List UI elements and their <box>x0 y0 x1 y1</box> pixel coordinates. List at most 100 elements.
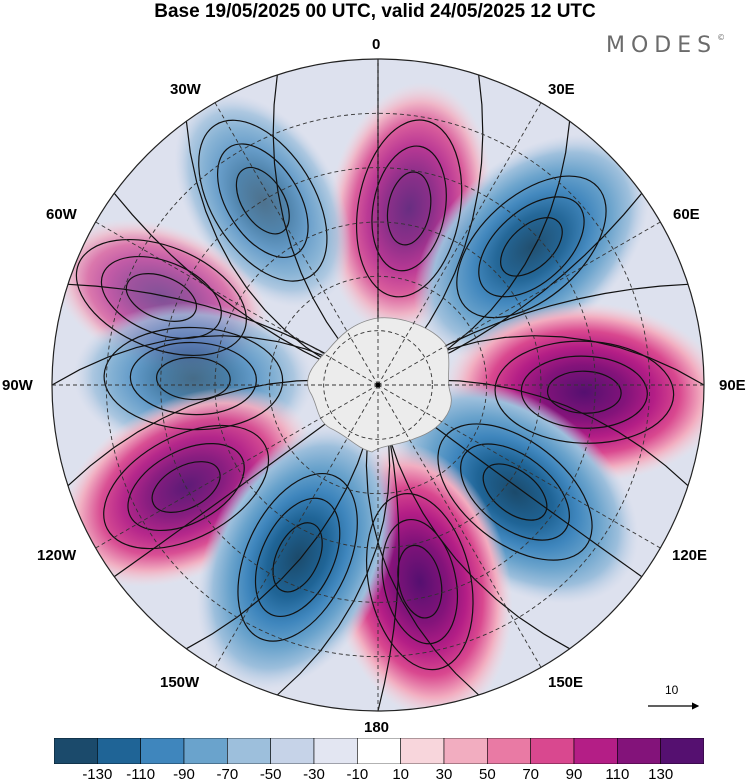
gyre-streamline-2-1 <box>478 196 585 298</box>
colorbar-tick-label: -30 <box>303 766 325 783</box>
meridional-streamline <box>363 437 480 696</box>
gyre-streamline-6-0 <box>482 463 548 521</box>
gyre-streamline-3-1 <box>100 256 222 339</box>
gyre-streamline-0-1 <box>371 145 447 272</box>
meridional-streamline <box>424 335 704 386</box>
colorbar-swatch <box>487 738 531 764</box>
wind-streamlines <box>52 59 704 711</box>
gyre-streamline-6-2 <box>437 423 593 561</box>
brand-logo: MODES© <box>606 33 725 58</box>
colorbar-tick-label: 110 <box>605 766 630 783</box>
gyre-streamline-2-0 <box>500 217 563 277</box>
gyre-streamline-4-0 <box>155 356 231 401</box>
colorbar-swatch <box>530 738 575 764</box>
gyre-streamline-1-1 <box>216 143 309 259</box>
gyre-streamline-2-2 <box>456 175 607 319</box>
colorbar-swatch <box>617 738 661 764</box>
meridional-streamline <box>423 283 689 358</box>
gyre-streamline-5-2 <box>494 340 675 444</box>
colorbar-tick-label: 10 <box>392 766 409 783</box>
meridian-line <box>95 384 379 549</box>
meridian-line <box>95 221 379 386</box>
lon-label-180: 180 <box>364 719 390 736</box>
colorbar-tick-label: -110 <box>126 766 156 783</box>
latitude-circle <box>323 330 433 440</box>
meridional-streamline <box>113 416 336 578</box>
meridional-streamline <box>388 436 570 650</box>
meridional-streamline <box>52 335 332 386</box>
colorbar-tick-label: -70 <box>216 766 239 783</box>
gyre-streamline-8-1 <box>381 518 458 645</box>
map-boundary <box>51 58 705 712</box>
colorbar-tick-label: 90 <box>565 766 583 783</box>
colorbar-swatch <box>573 738 618 764</box>
colorbar-swatch <box>400 738 445 764</box>
lon-label-60e: 60E <box>673 206 700 223</box>
lon-label-90e: 90E <box>719 377 746 394</box>
meridional-streamline <box>67 283 333 358</box>
meridional-streamline <box>276 437 393 696</box>
meridian-line <box>377 384 661 549</box>
gyre-streamline-9-2 <box>237 472 358 642</box>
colorbar-swatch <box>270 738 315 764</box>
gyre-streamline-9-0 <box>272 522 323 593</box>
lon-label-120w: 120W <box>37 547 77 564</box>
meridional-streamline <box>413 74 484 346</box>
meridional-streamline <box>377 436 400 711</box>
colorbar-tick-label: -10 <box>346 766 369 783</box>
gyre-streamline-5-1 <box>520 355 648 429</box>
colorbar-swatch <box>313 738 358 764</box>
gyre-streamline-7-0 <box>151 461 221 513</box>
colorbar-swatch <box>140 738 185 764</box>
gyre-streamline-8-2 <box>365 493 474 671</box>
colorbar-tick-label: -130 <box>82 766 113 783</box>
meridian-line <box>377 102 542 386</box>
gyre-streamline-0-0 <box>386 171 432 246</box>
gyre-streamline-3-0 <box>125 273 197 322</box>
colorbar-swatch <box>227 738 271 764</box>
meridian-line <box>377 384 542 668</box>
colorbar-swatch <box>443 738 488 764</box>
colorbar-swatch <box>357 738 401 764</box>
colorbar-tick-label: 70 <box>522 766 539 783</box>
colorbar-swatch <box>660 738 704 764</box>
lon-label-60w: 60W <box>46 206 77 223</box>
gyre-streamline-4-1 <box>129 341 257 416</box>
gyre-streamline-1-0 <box>235 166 290 235</box>
lon-label-150e: 150E <box>548 674 584 691</box>
meridian-line <box>377 221 661 386</box>
colorbar-tick-label: -50 <box>259 766 282 783</box>
meridional-streamline <box>272 74 343 346</box>
gyre-streamline-0-2 <box>355 119 463 298</box>
reference-vector-label: 10 <box>665 683 679 697</box>
south-pole-marker <box>375 382 381 388</box>
colorbar-swatch <box>54 738 98 764</box>
meridian-line <box>214 102 379 386</box>
meridional-streamline <box>113 193 330 365</box>
colorbar-tick-label: -90 <box>173 766 195 783</box>
colorbar-swatch <box>97 738 141 764</box>
meridian-line <box>214 384 379 668</box>
gyre-streamline-7-1 <box>127 443 245 532</box>
gyre-streamline-1-2 <box>198 119 328 282</box>
gyre-streamline-8-0 <box>397 544 443 619</box>
lon-label-150w: 150W <box>160 674 200 691</box>
meridional-streamline <box>430 376 689 487</box>
brand-name: MODES <box>606 33 718 58</box>
colorbar-tick-label: 50 <box>478 766 496 783</box>
lon-label-90w: 90W <box>2 377 33 394</box>
reference-vector-arrow <box>648 702 700 710</box>
colorbar-tick-label: 130 <box>648 766 674 783</box>
copyright-mark: © <box>717 33 726 42</box>
gyre-streamline-9-1 <box>254 497 341 618</box>
gyre-streamline-3-2 <box>75 238 247 357</box>
lon-label-30e: 30E <box>548 81 575 98</box>
gyre-streamline-7-2 <box>103 424 270 550</box>
colorbar-swatch <box>183 738 228 764</box>
meridional-streamline <box>420 416 643 578</box>
meridional-streamline <box>426 193 643 365</box>
colorbar <box>54 738 704 764</box>
latitude-circle <box>105 112 651 658</box>
lat-lon-grid <box>52 59 704 711</box>
